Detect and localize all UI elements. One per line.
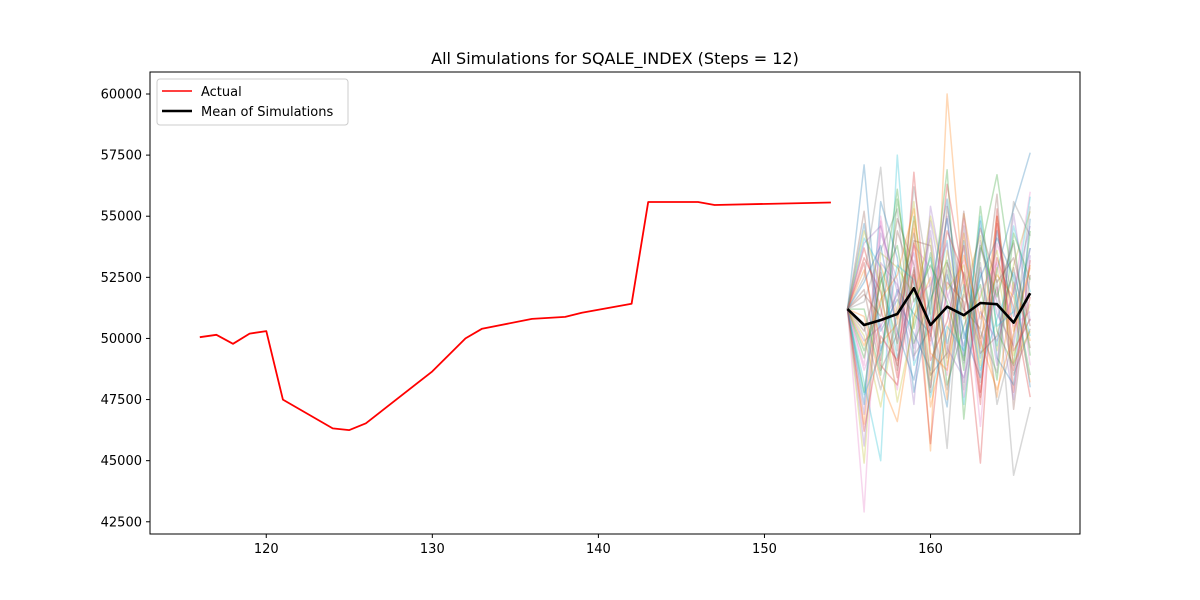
- y-tick-label: 57500: [101, 149, 142, 164]
- plot-frame: [149, 71, 1081, 535]
- simulation-line-13: [846, 205, 1031, 371]
- simulation-line-23: [846, 188, 1031, 386]
- y-tick-label: 60000: [101, 88, 142, 103]
- simulation-line-10: [846, 154, 1031, 462]
- simulation-line-22: [846, 220, 1031, 408]
- actual-line: [199, 201, 831, 432]
- simulation-line-12: [847, 213, 1031, 423]
- simulation-line-30: [846, 196, 1031, 398]
- y-tick-label: 55000: [101, 210, 142, 225]
- actual-series: [199, 201, 831, 432]
- simulation-line-24: [846, 183, 1031, 398]
- mean-line: [846, 286, 1032, 327]
- legend-box: [156, 78, 349, 126]
- simulation-line-16: [846, 193, 1031, 411]
- simulation-line-17: [846, 217, 1031, 391]
- simulation-line-27: [846, 220, 1031, 398]
- simulation-line-9: [846, 211, 1031, 464]
- y-tick-label: 47500: [101, 393, 142, 408]
- simulation-line-21: [846, 200, 1031, 406]
- y-tick-label: 50000: [101, 332, 142, 347]
- simulation-lines: [846, 93, 1031, 513]
- simulation-line-15: [846, 205, 1031, 415]
- simulation-line-28: [846, 200, 1031, 391]
- legend: Actual Mean of Simulations: [156, 78, 349, 126]
- simulation-line-8: [846, 166, 1031, 477]
- chart-title: All Simulations for SQALE_INDEX (Steps =…: [431, 49, 799, 69]
- simulation-line-11: [846, 222, 1031, 379]
- simulation-line-36: [846, 227, 1031, 389]
- simulation-line-35: [846, 225, 1031, 379]
- legend-actual-label: Actual: [201, 85, 242, 100]
- simulation-line-20: [846, 237, 1031, 371]
- simulation-line-32: [846, 208, 1031, 391]
- x-tick-label: 120: [254, 542, 279, 557]
- x-tick-label: 140: [586, 542, 611, 557]
- simulation-line-33: [847, 198, 1031, 376]
- x-tick-label: 150: [752, 542, 777, 557]
- simulation-line-6: [846, 239, 1031, 376]
- mean-series: [846, 286, 1032, 327]
- simulation-line-7: [846, 191, 1031, 513]
- simulation-line-5: [846, 215, 1031, 364]
- simulation-line-14: [846, 171, 1031, 398]
- y-tick-label: 45000: [101, 454, 142, 469]
- simulation-line-25: [846, 220, 1031, 447]
- x-tick-label: 130: [420, 542, 445, 557]
- simulation-line-4: [846, 215, 1031, 464]
- simulation-line-29: [846, 215, 1031, 403]
- legend-mean-label: Mean of Simulations: [201, 105, 333, 120]
- y-tick-label: 52500: [101, 271, 142, 286]
- y-axis: 42500 45000 47500 50000 52500 55000 57500 60000: [101, 88, 150, 530]
- simulation-line-3: [846, 169, 1031, 420]
- simulation-line-34: [846, 208, 1031, 433]
- simulation-line-2: [846, 93, 1031, 452]
- simulation-line-31: [846, 198, 1031, 388]
- simulation-line-18: [847, 206, 1031, 406]
- x-axis: 120 130 140 150 160: [254, 534, 943, 557]
- x-tick-label: 160: [918, 542, 943, 557]
- y-tick-label: 42500: [101, 515, 142, 530]
- simulation-line-26: [847, 210, 1031, 376]
